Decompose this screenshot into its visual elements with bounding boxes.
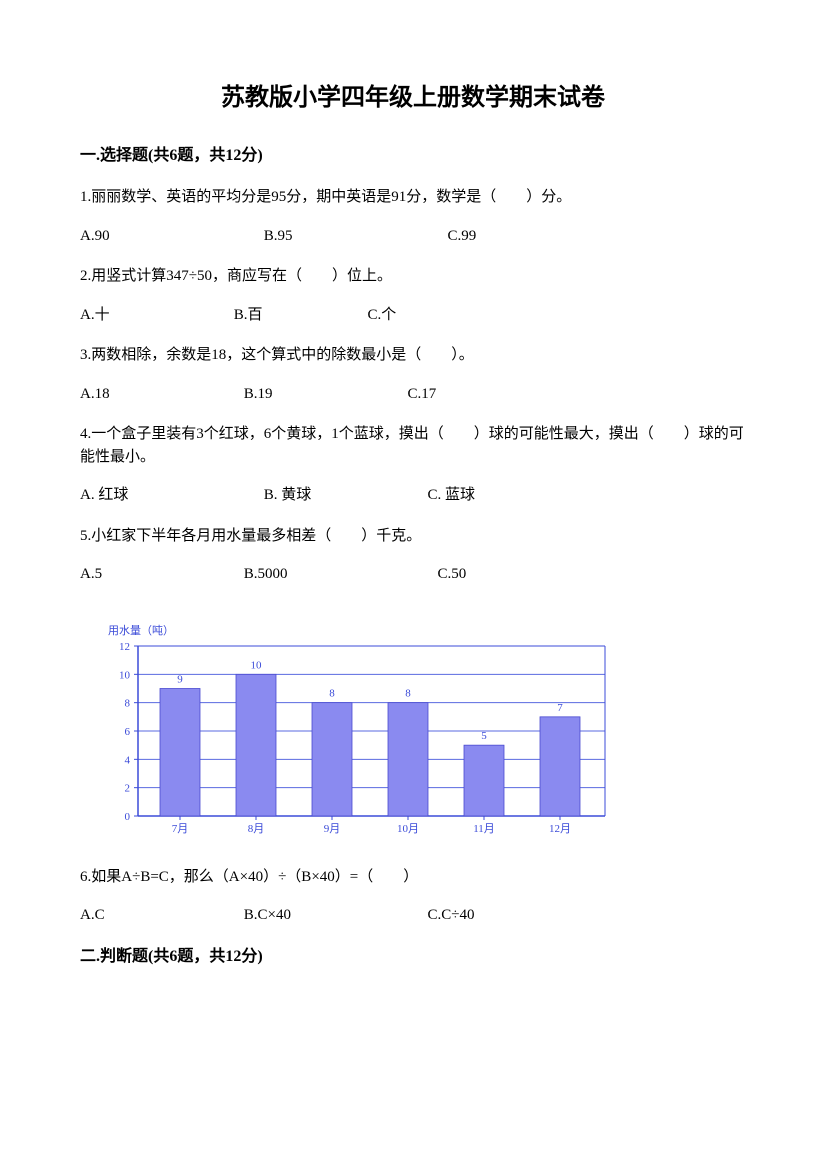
svg-text:8月: 8月 [248,823,265,835]
svg-text:10: 10 [119,669,131,681]
q1-opt-b: B.95 [264,225,444,248]
q5-opt-c: C.50 [438,563,467,586]
section-2-heading: 二.判断题(共6题，共12分) [80,945,746,969]
q3-options: A.18 B.19 C.17 [80,383,746,406]
q6-options: A.C B.C×40 C.C÷40 [80,904,746,927]
q5-opt-b: B.5000 [244,563,434,586]
q6-text: 6.如果A÷B=C，那么（A×40）÷（B×40）=（ ） [80,866,746,889]
svg-text:7月: 7月 [172,823,189,835]
svg-text:12: 12 [119,641,130,653]
svg-text:5: 5 [481,730,487,742]
q6-opt-b: B.C×40 [244,904,424,927]
q2-options: A.十 B.百 C.个 [80,304,746,327]
q4-opt-b: B. 黄球 [264,484,424,507]
q2-opt-a: A.十 [80,304,230,327]
svg-text:0: 0 [125,811,131,823]
svg-text:4: 4 [125,754,131,766]
q6-opt-a: A.C [80,904,240,927]
q3-opt-b: B.19 [244,383,404,406]
svg-text:8: 8 [405,687,411,699]
q5-options: A.5 B.5000 C.50 [80,563,746,586]
svg-text:用水量（吨）: 用水量（吨） [108,624,174,637]
svg-text:9: 9 [177,673,183,685]
section-1-heading: 一.选择题(共6题，共12分) [80,144,746,168]
q1-opt-c: C.99 [448,225,477,248]
svg-text:2: 2 [125,782,131,794]
svg-text:6: 6 [125,726,131,738]
q2-opt-b: B.百 [234,304,364,327]
svg-text:11月: 11月 [473,823,495,835]
q1-text: 1.丽丽数学、英语的平均分是95分，期中英语是91分，数学是（ ）分。 [80,186,746,209]
water-usage-chart: 用水量（吨） 0 2 4 6 8 10 12 9 7月 10 8月 8 9月 8 10月 5 11月 7 12月 [90,616,746,846]
q4-text: 4.一个盒子里装有3个红球，6个黄球，1个蓝球，摸出（ ）球的可能性最大，摸出（… [80,423,746,468]
svg-text:12月: 12月 [549,823,571,835]
page-title: 苏教版小学四年级上册数学期末试卷 [80,80,746,116]
svg-text:7: 7 [557,701,563,713]
svg-text:9月: 9月 [324,823,341,835]
q4-options: A. 红球 B. 黄球 C. 蓝球 [80,484,746,507]
q4-opt-c: C. 蓝球 [428,484,476,507]
svg-text:8: 8 [125,697,131,709]
q2-opt-c: C.个 [368,304,397,327]
q6-opt-c: C.C÷40 [428,904,475,927]
q5-opt-a: A.5 [80,563,240,586]
q3-opt-c: C.17 [408,383,437,406]
svg-text:8: 8 [329,687,335,699]
q1-opt-a: A.90 [80,225,260,248]
q3-opt-a: A.18 [80,383,240,406]
q3-text: 3.两数相除，余数是18，这个算式中的除数最小是（ ）。 [80,344,746,367]
q1-options: A.90 B.95 C.99 [80,225,746,248]
q5-text: 5.小红家下半年各月用水量最多相差（ ）千克。 [80,525,746,548]
svg-text:10月: 10月 [397,823,419,835]
q2-text: 2.用竖式计算347÷50，商应写在（ ）位上。 [80,265,746,288]
q4-opt-a: A. 红球 [80,484,260,507]
svg-text:10: 10 [251,659,263,671]
